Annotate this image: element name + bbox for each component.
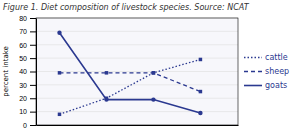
plot-frame — [36, 18, 238, 125]
legend-item: cattle — [244, 53, 288, 62]
grid-line — [36, 71, 238, 72]
y-tick-line — [30, 58, 36, 59]
point — [58, 113, 62, 117]
y-tick-line — [30, 112, 36, 113]
legend-label: cattle — [265, 53, 288, 62]
y-tick-label: 20 — [19, 95, 27, 102]
legend-swatch — [244, 71, 262, 72]
point — [58, 71, 62, 75]
legend-swatch — [244, 57, 262, 58]
chart: Figure 1. Diet composition of livestock … — [0, 0, 300, 131]
grid — [36, 18, 238, 125]
y-tick: 70 — [19, 28, 36, 35]
legend-label: sheep — [265, 67, 289, 76]
y-tick: 40 — [19, 68, 36, 75]
y-tick-label: 10 — [19, 108, 27, 115]
y-tick-label: 30 — [19, 82, 27, 89]
y-axis-label: percent intake — [2, 46, 10, 97]
grid-line — [36, 31, 238, 32]
y-tick-line — [30, 98, 36, 99]
y-tick-label: 80 — [19, 15, 27, 22]
grid-line — [36, 58, 238, 59]
legend: cattle sheep goats — [244, 53, 289, 90]
plot: 0 10 20 30 40 50 60 70 80 — [19, 15, 238, 129]
point — [104, 97, 108, 101]
point — [198, 111, 202, 115]
y-tick-label: 50 — [19, 55, 27, 62]
point — [151, 97, 155, 101]
point — [199, 90, 203, 94]
point — [152, 71, 156, 75]
series-line — [59, 73, 200, 92]
y-tick: 80 — [19, 15, 36, 22]
series-line — [59, 59, 200, 114]
point — [57, 31, 61, 35]
point — [105, 71, 109, 75]
y-tick: 20 — [19, 95, 36, 102]
grid-line — [36, 98, 238, 99]
marks — [57, 31, 202, 117]
y-tick: 10 — [19, 108, 36, 115]
plot-background — [36, 18, 238, 125]
legend-item: goats — [244, 81, 287, 90]
y-tick-label: 40 — [19, 68, 27, 75]
legend-swatch — [244, 85, 262, 87]
y-tick-line — [30, 31, 36, 32]
title: Figure 1. Diet composition of livestock … — [3, 3, 250, 12]
y-tick: 60 — [19, 41, 36, 48]
y-tick-label: 0 — [23, 122, 27, 129]
y-tick-line — [30, 45, 36, 46]
grid-line — [36, 44, 238, 45]
y-tick-line — [30, 18, 36, 19]
series-line — [59, 33, 200, 113]
y-tick-line — [30, 125, 36, 126]
legend-item: sheep — [244, 67, 289, 76]
y-tick: 0 — [23, 122, 36, 129]
y-tick-label: 70 — [19, 28, 27, 35]
point — [199, 58, 203, 62]
point — [152, 71, 156, 75]
y-tick: 30 — [19, 82, 36, 89]
y-tick-label: 60 — [19, 41, 27, 48]
y-tick-line — [30, 72, 36, 73]
grid-line — [36, 84, 238, 85]
y-tick-line — [30, 85, 36, 86]
legend-label: goats — [265, 81, 287, 90]
y-tick: 50 — [19, 55, 36, 62]
y-axis: 0 10 20 30 40 50 60 70 80 — [19, 15, 36, 129]
